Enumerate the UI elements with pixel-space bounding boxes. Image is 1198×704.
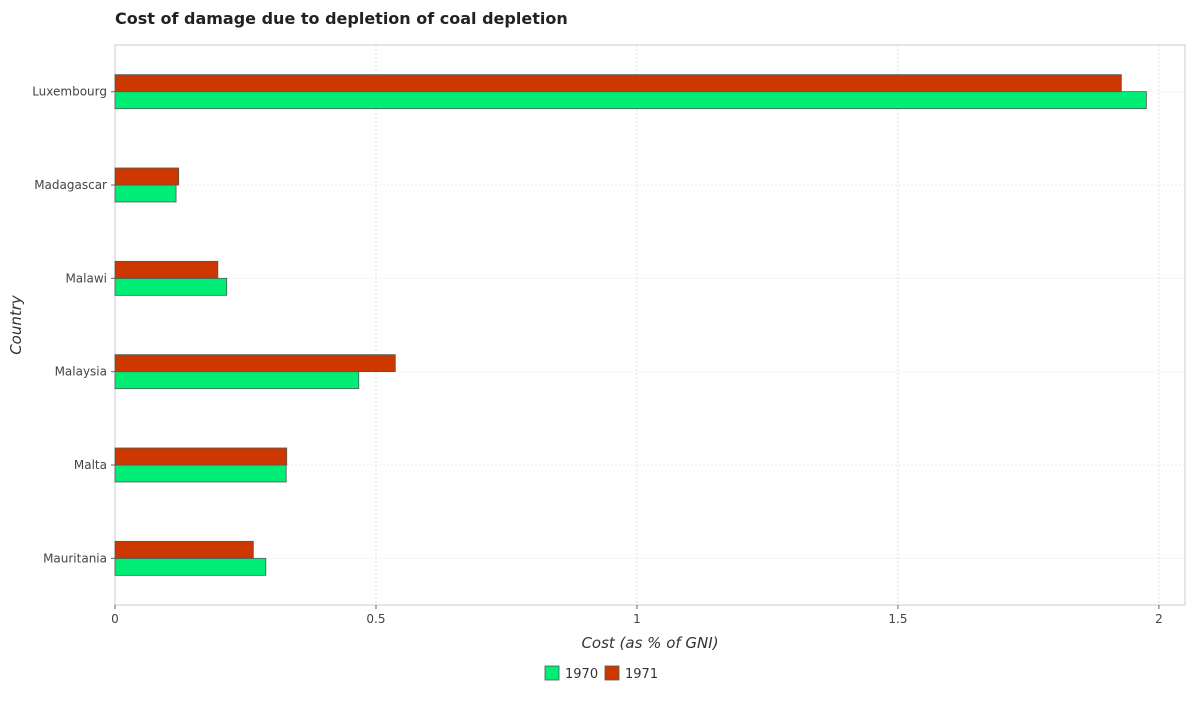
bar-madagascar-1970 <box>114 184 177 203</box>
x-axis-ticks: 0 0.5 1 1.5 2 <box>111 605 1163 626</box>
x-tick-label: 2 <box>1155 612 1163 626</box>
legend-swatch-1970 <box>544 665 560 681</box>
bar-malawi-1971 <box>114 260 219 279</box>
chart-title: Cost of damage due to depletion of coal … <box>115 9 568 28</box>
bars <box>114 74 1147 576</box>
bar-malaysia-1971 <box>114 354 396 373</box>
legend: 1970 1971 <box>544 665 658 682</box>
plot-area <box>114 44 1186 606</box>
bar-luxembourg-1971 <box>114 74 1122 93</box>
y-tick-label: Malta <box>74 458 107 472</box>
legend-swatch-1971 <box>604 665 620 681</box>
x-tick-label: 0.5 <box>366 612 385 626</box>
legend-label-1971: 1971 <box>625 667 658 682</box>
bar-malaysia-1970 <box>114 371 360 390</box>
y-tick-label: Madagascar <box>34 178 107 192</box>
x-tick-label: 1.5 <box>888 612 907 626</box>
bar-mauritania-1970 <box>114 557 267 576</box>
y-tick-label: Luxembourg <box>32 85 107 99</box>
bar-malta-1971 <box>114 447 288 466</box>
x-axis-title: Cost (as % of GNI) <box>581 634 718 652</box>
x-tick-label: 0 <box>111 612 119 626</box>
bar-malawi-1970 <box>114 277 228 296</box>
bar-madagascar-1971 <box>114 167 180 186</box>
x-tick-label: 1 <box>633 612 641 626</box>
y-tick-label: Mauritania <box>43 551 107 565</box>
y-tick-label: Malaysia <box>55 365 107 379</box>
y-tick-label: Malawi <box>65 271 107 285</box>
bar-luxembourg-1970 <box>114 91 1147 110</box>
bar-malta-1970 <box>114 464 287 483</box>
bar-mauritania-1971 <box>114 540 254 559</box>
grid <box>114 45 1185 605</box>
legend-label-1970: 1970 <box>565 667 598 682</box>
y-axis-title: Country <box>7 294 25 355</box>
y-axis-ticks: Luxembourg Madagascar Malawi Malaysia Malta M… <box>32 85 115 565</box>
